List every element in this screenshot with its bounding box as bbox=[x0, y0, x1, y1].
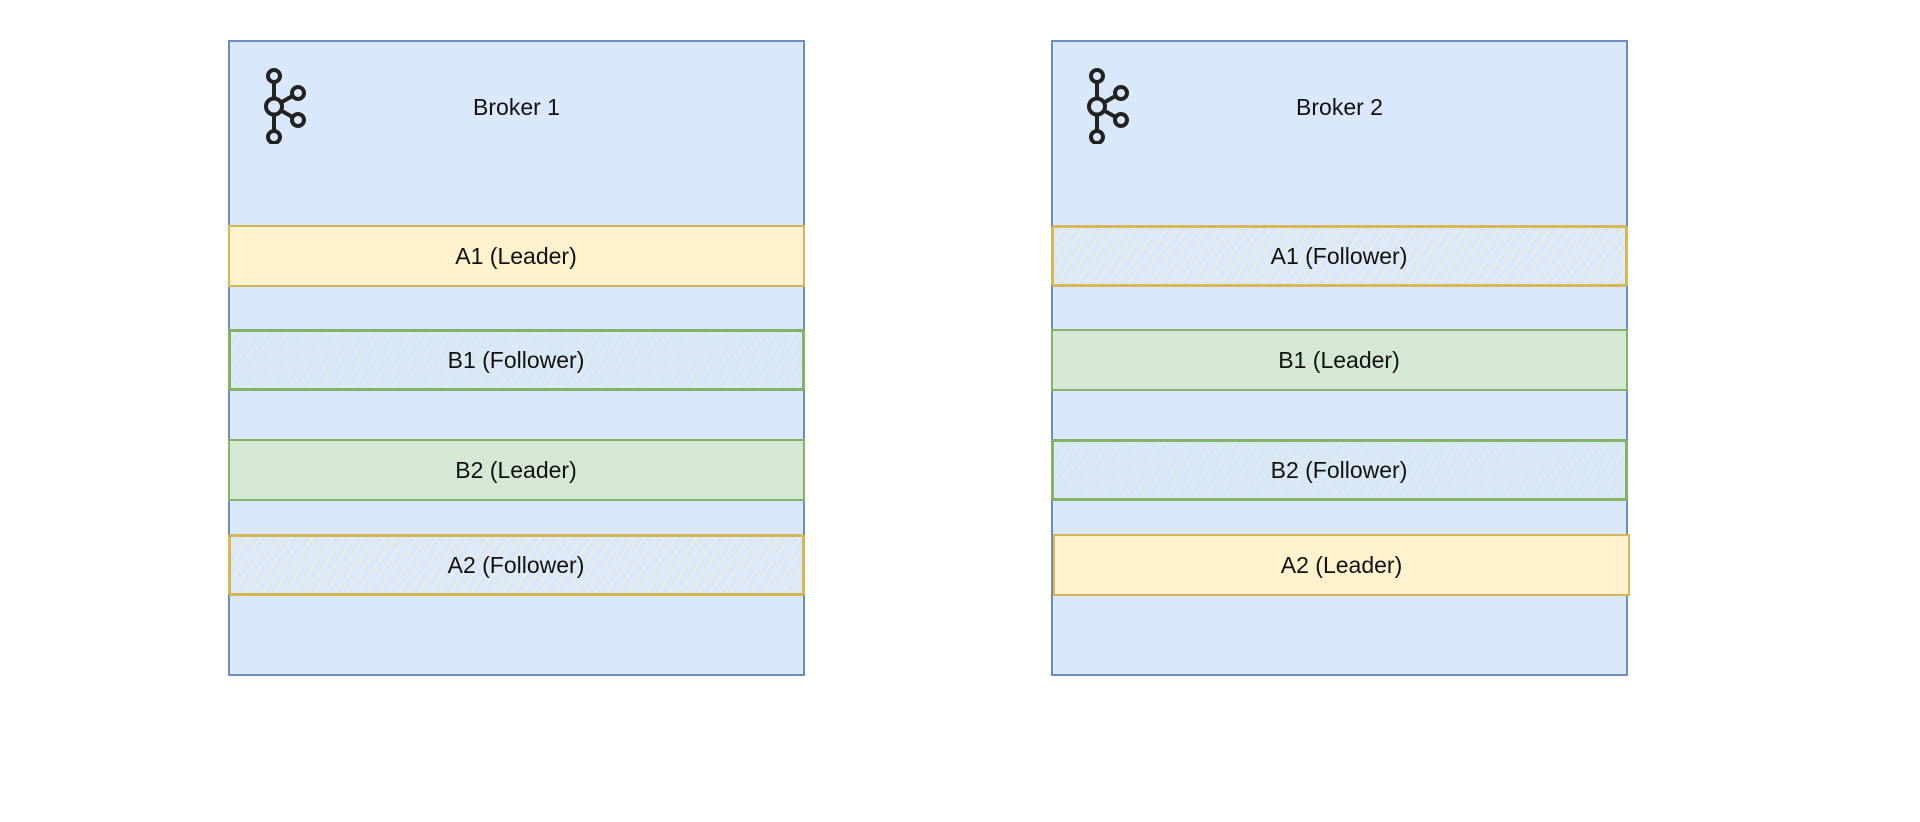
broker-2-container: Broker 2 A1 (Follower) B1 (Leader) B2 (F… bbox=[1050, 40, 1630, 676]
partition-b1-leader: B1 (Leader) bbox=[1050, 329, 1628, 391]
partition-a1-follower: A1 (Follower) bbox=[1050, 225, 1628, 287]
partition-a1-leader: A1 (Leader) bbox=[227, 225, 805, 287]
partition-a2-follower: A2 (Follower) bbox=[227, 534, 805, 596]
broker-title: Broker 2 bbox=[1296, 94, 1383, 120]
kafka-icon bbox=[264, 68, 306, 144]
kafka-icon bbox=[1087, 68, 1129, 144]
partition-b2-leader: B2 (Leader) bbox=[227, 439, 805, 501]
broker-1-container: Broker 1 A1 (Leader) B1 (Follower) B2 (L… bbox=[227, 40, 805, 676]
broker-title: Broker 1 bbox=[473, 94, 560, 120]
partition-b1-follower: B1 (Follower) bbox=[227, 329, 805, 391]
partition-a2-leader: A2 (Leader) bbox=[1053, 534, 1630, 596]
partition-b2-follower: B2 (Follower) bbox=[1050, 439, 1628, 501]
